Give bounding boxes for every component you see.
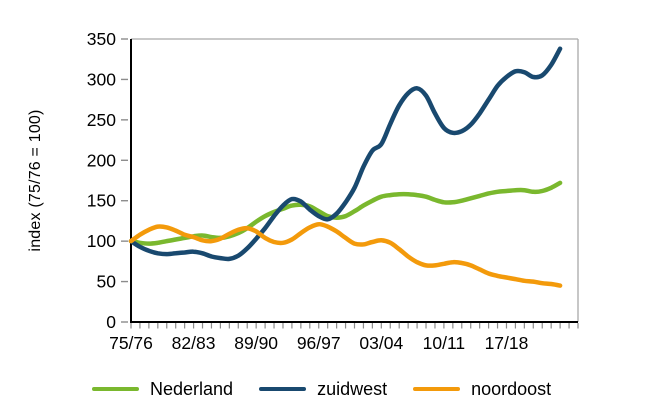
legend-label-noordoost: noordoost [471, 378, 552, 399]
x-tick-label: 10/11 [423, 333, 466, 353]
y-tick-label: 200 [87, 150, 116, 170]
x-tick-label: 82/83 [172, 333, 216, 353]
series-line-zuidwest [128, 46, 563, 262]
chart-legend: Nederland zuidwest noordoost [92, 374, 612, 404]
legend-item-noordoost: noordoost [413, 379, 551, 400]
x-tick-label: 89/90 [234, 333, 278, 353]
y-tick-label: 0 [106, 312, 116, 332]
legend-swatch-noordoost [413, 386, 461, 392]
x-tick-label: 75/76 [109, 333, 153, 353]
y-tick-label: 250 [87, 110, 116, 130]
x-tick-label: 96/97 [297, 333, 341, 353]
y-tick-label: 300 [87, 69, 116, 89]
legend-swatch-nederland [92, 386, 139, 392]
y-tick-label: 150 [87, 191, 116, 211]
legend-item-zuidwest: zuidwest [259, 379, 387, 400]
y-tick-label: 350 [87, 29, 116, 49]
y-tick-label: 100 [87, 231, 116, 251]
y-tick-label: 50 [97, 272, 117, 292]
legend-label-nederland: Nederland [150, 378, 234, 399]
x-tick-label: 17/18 [485, 333, 529, 353]
series-line-noordoost [128, 221, 563, 288]
y-axis-title: index (75/76 = 100) [27, 109, 44, 252]
legend-label-zuidwest: zuidwest [317, 378, 388, 399]
legend-item-nederland: Nederland [92, 379, 233, 400]
legend-swatch-zuidwest [259, 386, 307, 392]
line-chart-canvas: 0 50 100 150 200 250 300 350 75/76 82/83 89/90 96/9… [87, 29, 579, 353]
series-line-nederland [128, 180, 563, 246]
x-tick-label: 03/04 [359, 333, 403, 353]
